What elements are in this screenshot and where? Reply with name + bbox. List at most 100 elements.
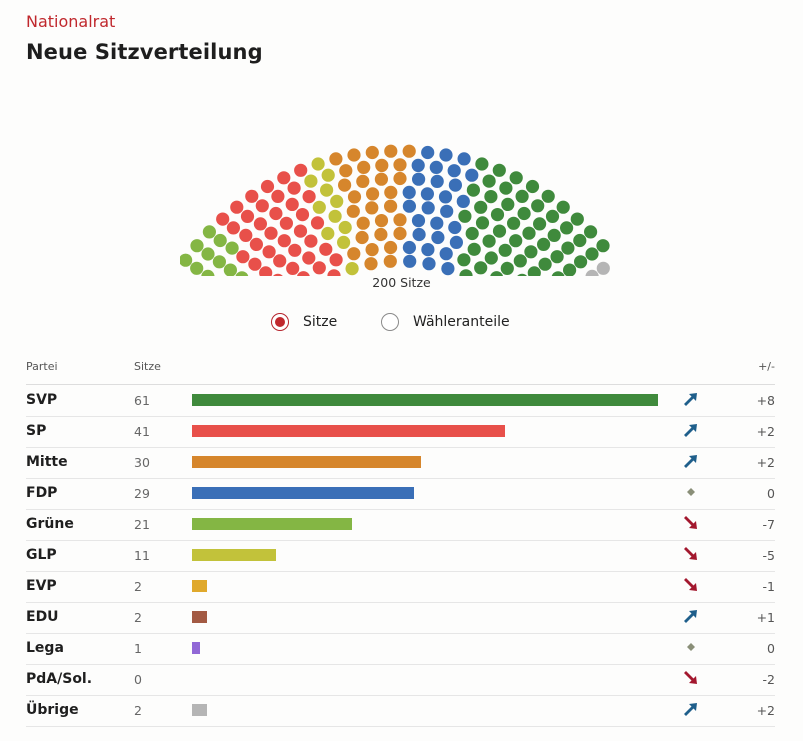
seat-dot (585, 247, 599, 261)
seat-dot (412, 172, 426, 186)
seat-dot (259, 266, 273, 276)
seat-dot (295, 208, 310, 222)
seat-dot (449, 235, 463, 249)
seat-dot (393, 171, 407, 186)
seat-dot (420, 187, 434, 201)
seat-dot (465, 226, 479, 241)
seat-dot (384, 199, 398, 213)
seat-dot (550, 250, 564, 264)
seat-dot (190, 261, 204, 275)
seat-dot (297, 271, 310, 276)
seat-change: -1 (762, 579, 775, 594)
seat-dot (402, 199, 416, 213)
seat-dot (311, 157, 325, 171)
seat-dot (441, 262, 455, 276)
seat-dot (287, 181, 301, 195)
seat-dot (346, 204, 360, 218)
arrow-down-right-icon (684, 671, 697, 684)
seat-dot (456, 194, 470, 208)
seat-dot (585, 269, 599, 276)
seat-bar (192, 394, 658, 406)
seat-dot (365, 243, 379, 257)
seat-dot (403, 254, 417, 268)
seat-dot (264, 226, 278, 240)
diamond-neutral-icon (687, 643, 695, 651)
header-party: Partei (26, 360, 58, 373)
party-name: Mitte (26, 454, 68, 470)
seat-dot (277, 234, 291, 248)
seat-dot (522, 226, 536, 240)
seat-dot (457, 152, 471, 166)
radio-vote-share[interactable] (381, 313, 399, 331)
seat-dot (517, 273, 528, 276)
toggle-vote-share[interactable]: Wähleranteile (381, 310, 510, 334)
seat-dot (430, 174, 444, 188)
seat-dot (272, 273, 283, 276)
seat-count: 29 (134, 486, 150, 501)
seat-dot (509, 171, 523, 185)
seat-dot (304, 234, 318, 248)
seat-dot (248, 257, 262, 271)
seat-dot (302, 251, 316, 265)
seat-dot (338, 178, 352, 192)
seat-dot (357, 160, 371, 174)
seat-dot (223, 263, 237, 276)
seat-dot (482, 234, 496, 248)
seat-dot (288, 243, 302, 257)
seat-dot (240, 209, 255, 223)
seat-dot (412, 227, 426, 242)
seat-dot (457, 253, 471, 267)
header-divider (26, 384, 775, 385)
table-header: Partei Sitze +/- (26, 360, 775, 378)
seat-dot (531, 199, 545, 213)
seat-dot (421, 145, 435, 160)
party-name: GLP (26, 547, 57, 563)
arrow-up-right-icon (684, 393, 697, 406)
seat-dot (411, 158, 425, 172)
seat-dot (347, 148, 361, 162)
seat-dot (459, 269, 473, 276)
toggle-seats[interactable]: Sitze (271, 310, 337, 334)
seat-dot (269, 206, 283, 221)
seat-dot (556, 200, 570, 214)
seat-dot (345, 262, 359, 276)
seat-dot (490, 271, 503, 276)
seat-count: 41 (134, 424, 150, 439)
seat-change: +2 (756, 455, 775, 470)
seat-dot (226, 221, 240, 235)
table-row: PdA/Sol. 0 -2 (26, 664, 775, 696)
seat-dot (230, 200, 244, 214)
seat-dot (393, 213, 407, 227)
table-row: EDU 2 +1 (26, 602, 775, 634)
seat-dot (439, 247, 453, 261)
seat-dot (513, 254, 527, 268)
seat-bar (192, 549, 277, 561)
arrow-down-right-icon (684, 547, 697, 560)
seat-dot (492, 163, 506, 177)
seat-dot (374, 227, 388, 242)
seat-dot (329, 253, 343, 267)
seat-dot (447, 164, 461, 178)
seat-dot (448, 220, 462, 235)
seat-dot (293, 224, 308, 238)
seat-dot (180, 253, 193, 267)
seat-dot (225, 241, 239, 255)
party-name: Übrige (26, 702, 79, 718)
table-row: Übrige 2 +2 (26, 695, 775, 727)
seat-dot (573, 233, 587, 248)
seat-dot (411, 214, 426, 228)
seat-dot (507, 216, 521, 230)
toggle-vote-share-label: Wähleranteile (413, 314, 510, 330)
seat-dot (302, 190, 316, 204)
seat-dot (294, 163, 308, 177)
seat-dot (312, 200, 326, 214)
seat-dot (475, 216, 490, 230)
seat-dot (286, 261, 300, 275)
radio-seats[interactable] (271, 313, 289, 331)
seat-count: 61 (134, 393, 150, 408)
seat-dot (253, 217, 267, 231)
seat-dot (541, 189, 555, 203)
table-row: EVP 2 -1 (26, 571, 775, 603)
seat-dot (364, 257, 378, 271)
toggle-seats-label: Sitze (303, 314, 338, 330)
